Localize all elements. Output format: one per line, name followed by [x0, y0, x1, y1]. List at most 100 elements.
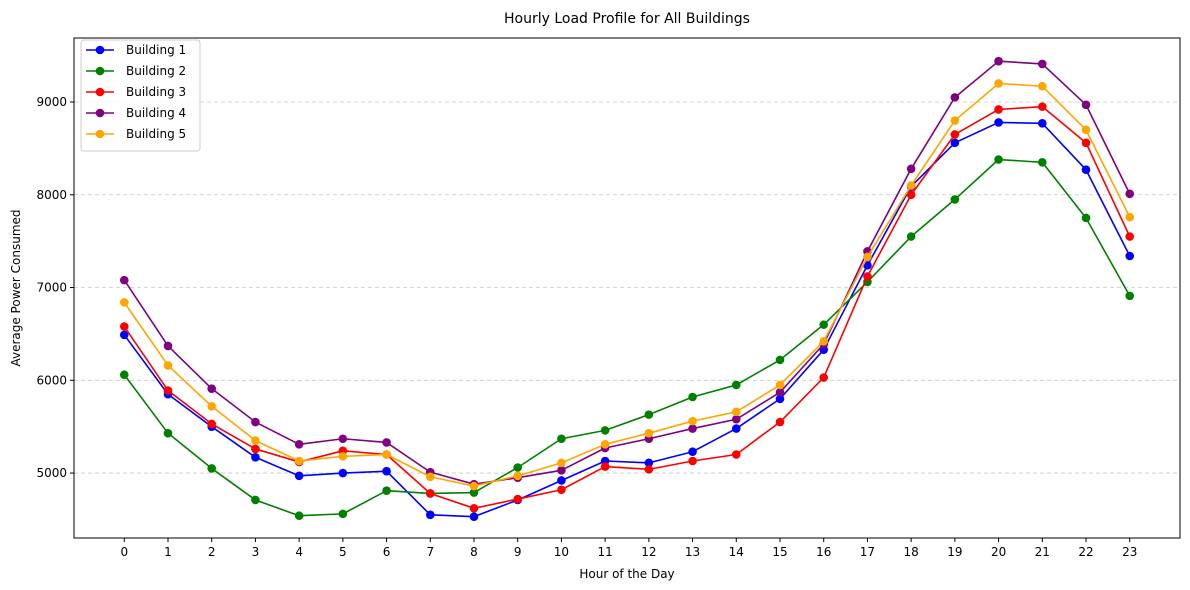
data-point: [600, 426, 610, 435]
data-point: [731, 424, 741, 433]
series-5: [119, 79, 1135, 491]
data-point: [994, 56, 1003, 66]
data-point: [863, 260, 872, 270]
x-axis: 0 1 2 3 4 5 6 7 8 9 10 11 12 13 14 15 16 17 18 19 20 21 22 23: [120, 538, 1137, 559]
data-point: [119, 330, 129, 340]
data-point: [644, 465, 654, 474]
legend-swatch-marker: [95, 45, 105, 55]
legend-label: Building 3: [126, 85, 186, 99]
data-point: [688, 447, 697, 457]
chart-title: Hourly Load Profile for All Buildings: [504, 11, 750, 27]
data-point: [906, 181, 916, 190]
data-point: [425, 472, 435, 482]
data-point: [1037, 119, 1047, 128]
legend-item: Building 4: [86, 106, 186, 120]
data-point: [1081, 100, 1091, 110]
legend-item: Building 5: [86, 127, 186, 141]
y-tick-label: 9000: [36, 95, 67, 109]
data-point: [1125, 212, 1135, 222]
data-point: [1037, 59, 1047, 69]
data-point: [644, 428, 654, 438]
series-3: [119, 102, 1135, 513]
data-point: [469, 512, 479, 521]
x-tick-label: 20: [991, 545, 1006, 559]
data-point: [906, 164, 916, 174]
x-tick-label: 13: [685, 545, 700, 559]
series-line: [123, 82, 1131, 487]
x-tick-label: 15: [772, 545, 787, 559]
data-point: [513, 471, 523, 481]
series-layer: [119, 56, 1135, 521]
data-point: [469, 504, 479, 513]
data-point: [819, 373, 829, 382]
legend-label: Building 4: [126, 106, 186, 120]
x-tick-label: 7: [426, 545, 434, 559]
x-tick-label: 22: [1078, 545, 1093, 559]
data-point: [338, 452, 348, 461]
data-point: [207, 419, 217, 429]
data-point: [294, 511, 304, 521]
x-tick-label: 23: [1122, 545, 1137, 559]
x-tick-label: 19: [947, 545, 962, 559]
x-tick-label: 11: [598, 545, 613, 559]
y-tick-label: 7000: [36, 281, 67, 295]
data-point: [863, 252, 872, 262]
data-point: [251, 444, 260, 454]
data-point: [251, 436, 260, 445]
y-tick-label: 5000: [36, 466, 67, 480]
x-tick-label: 8: [470, 545, 478, 559]
data-point: [207, 464, 217, 473]
x-axis-label: Hour of the Day: [579, 567, 674, 581]
x-tick-label: 16: [816, 545, 831, 559]
y-axis: 5000 6000 7000 8000 9000: [36, 95, 74, 480]
series-line: [123, 60, 1131, 485]
data-point: [557, 485, 566, 495]
data-point: [950, 93, 960, 102]
data-point: [425, 510, 435, 520]
data-point: [1125, 291, 1135, 301]
data-point: [731, 380, 741, 390]
data-point: [382, 438, 391, 447]
legend: Building 1 Building 2 Building 3 Building 4…: [80, 39, 201, 152]
data-point: [163, 386, 173, 395]
data-point: [906, 190, 916, 200]
legend-swatch-marker: [95, 129, 105, 139]
data-point: [163, 341, 173, 351]
data-point: [819, 337, 829, 346]
data-point: [1037, 158, 1047, 167]
x-tick-label: 1: [164, 545, 172, 559]
data-point: [775, 380, 785, 390]
data-point: [775, 388, 785, 397]
data-point: [557, 458, 566, 468]
legend-item: Building 2: [86, 64, 186, 78]
data-point: [688, 456, 697, 466]
y-tick-label: 6000: [36, 373, 67, 387]
data-point: [119, 322, 129, 331]
x-tick-label: 4: [295, 545, 303, 559]
data-point: [950, 195, 960, 204]
x-tick-label: 6: [383, 545, 391, 559]
data-point: [163, 361, 173, 370]
series-line: [123, 121, 1131, 518]
data-point: [338, 509, 348, 519]
data-point: [513, 494, 523, 504]
plot-area-frame: [73, 37, 1181, 539]
x-tick-label: 0: [120, 545, 128, 559]
data-point: [294, 440, 304, 449]
data-point: [731, 414, 741, 424]
legend-item: Building 1: [86, 43, 186, 57]
data-point: [382, 486, 391, 495]
data-point: [644, 458, 654, 468]
data-point: [425, 489, 435, 498]
data-point: [1081, 213, 1091, 223]
data-point: [1037, 102, 1047, 111]
legend-label: Building 5: [126, 127, 186, 141]
series-1: [119, 118, 1135, 521]
x-tick-label: 21: [1035, 545, 1050, 559]
data-point: [207, 401, 217, 411]
data-point: [163, 428, 173, 438]
data-point: [294, 471, 304, 481]
data-point: [819, 320, 829, 329]
legend-swatch-marker: [95, 87, 105, 97]
